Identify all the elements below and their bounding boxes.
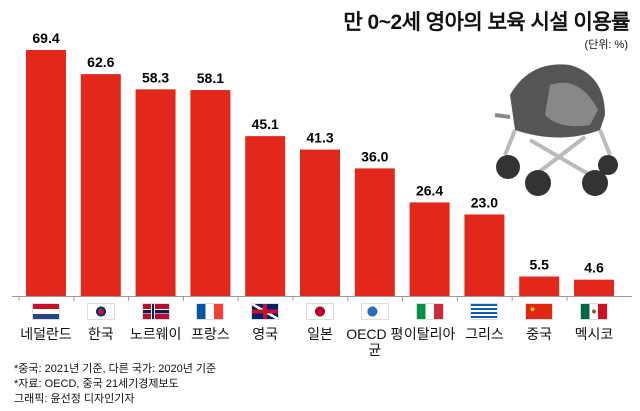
- note-basis: *중국: 2021년 기준, 다른 국가: 2020년 기준: [14, 363, 217, 375]
- bar: [190, 90, 231, 297]
- category-label: 영국: [252, 326, 279, 342]
- category-label: 중국: [526, 326, 553, 342]
- category-label: 프랑스: [191, 326, 230, 342]
- uk-flag-icon: [251, 303, 280, 320]
- italy-flag-icon: [415, 303, 444, 320]
- oecd-logo-icon: [360, 303, 389, 320]
- data-label: 5.5: [529, 257, 549, 273]
- note-credit: 그래픽: 윤선정 디자인기자: [14, 393, 135, 405]
- category-label: 노르웨이: [129, 326, 182, 342]
- category-label: 이탈리아: [403, 326, 456, 342]
- bar: [300, 149, 340, 296]
- chart-title: 만 0~2세 영아의 보육 시설 이용률: [343, 11, 630, 34]
- data-label: 62.6: [87, 54, 114, 70]
- korea-flag-icon: [86, 303, 115, 320]
- category-label: 멕시코: [574, 326, 614, 342]
- bar: [574, 279, 614, 296]
- category-label: 그리스: [465, 326, 504, 342]
- data-label: 26.4: [416, 182, 443, 198]
- bar: [80, 74, 121, 296]
- data-label: 58.1: [197, 70, 224, 86]
- data-label: 36.0: [361, 148, 388, 164]
- netherlands-flag-icon: [32, 303, 60, 320]
- mexico-flag-icon: [580, 303, 608, 320]
- category-label: 한국: [87, 326, 114, 342]
- category-label: OECD 평균: [346, 326, 404, 358]
- stroller-illustration: [494, 64, 618, 196]
- data-label: 69.4: [32, 30, 59, 46]
- data-label: 41.3: [306, 130, 333, 146]
- note-source: *자료: OECD, 중국 21세기경제보도: [14, 378, 179, 390]
- bar: [519, 276, 560, 296]
- japan-flag-icon: [306, 303, 334, 320]
- bar: [464, 214, 505, 296]
- bar: [245, 136, 286, 296]
- data-label: 45.1: [252, 116, 279, 132]
- bar: [135, 89, 176, 296]
- china-flag-icon: [525, 303, 554, 320]
- data-label: 23.0: [471, 194, 498, 210]
- category-label: 네덜란드: [20, 326, 72, 342]
- category-label: 일본: [307, 326, 333, 342]
- unit-label: (단위: %): [584, 39, 628, 51]
- norway-flag-icon: [141, 303, 170, 320]
- greece-flag-icon: [470, 303, 499, 320]
- bar: [409, 202, 450, 296]
- bar: [354, 168, 395, 296]
- bar: [26, 50, 66, 296]
- data-label: 4.6: [584, 260, 604, 276]
- footnotes: *중국: 2021년 기준, 다른 국가: 2020년 기준 *자료: OECD…: [14, 362, 216, 407]
- data-label: 58.3: [142, 69, 169, 85]
- france-flag-icon: [196, 303, 225, 320]
